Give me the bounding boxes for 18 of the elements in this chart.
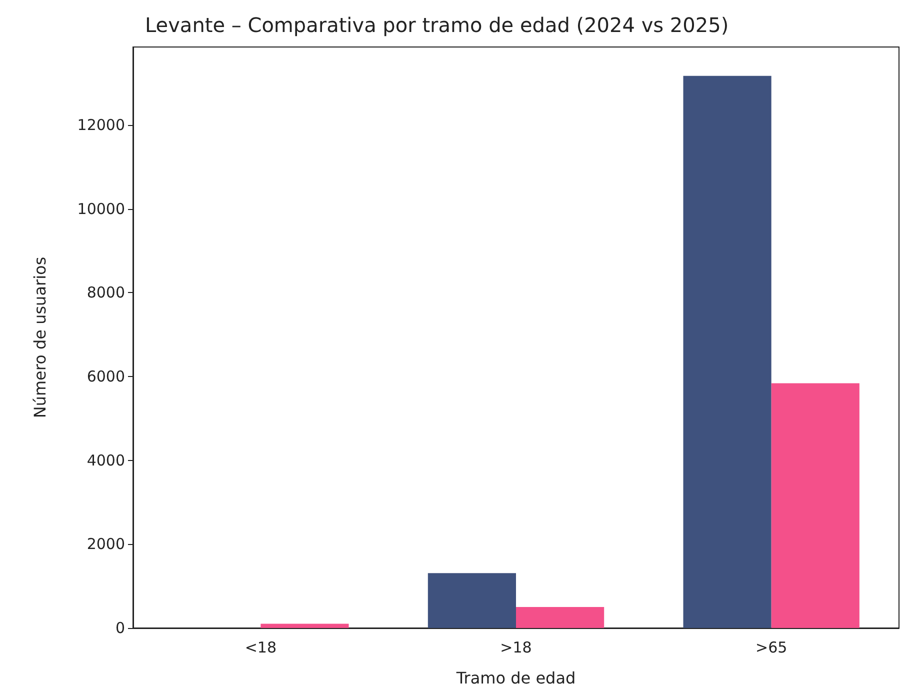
chart-title: Levante – Comparativa por tramo de edad (2024 vs 2025) — [145, 13, 729, 37]
x-tick-label: <18 — [244, 638, 276, 656]
bar — [428, 573, 516, 628]
y-tick-label: 0 — [115, 619, 125, 637]
x-axis-title: Tramo de edad — [455, 668, 576, 688]
y-tick-label: 6000 — [86, 367, 125, 386]
y-tick-label: 12000 — [77, 116, 125, 134]
y-tick-label: 10000 — [77, 200, 125, 218]
bar — [771, 383, 860, 628]
y-tick-label: 2000 — [86, 535, 125, 554]
bar — [516, 607, 604, 628]
bar — [683, 76, 772, 628]
x-tick-label: >65 — [756, 638, 788, 656]
y-axis-title: Número de usuarios — [30, 256, 50, 418]
x-tick-label: >18 — [500, 638, 532, 656]
y-tick-label: 4000 — [86, 451, 125, 470]
y-tick-label: 8000 — [86, 284, 125, 302]
bar — [260, 624, 349, 628]
